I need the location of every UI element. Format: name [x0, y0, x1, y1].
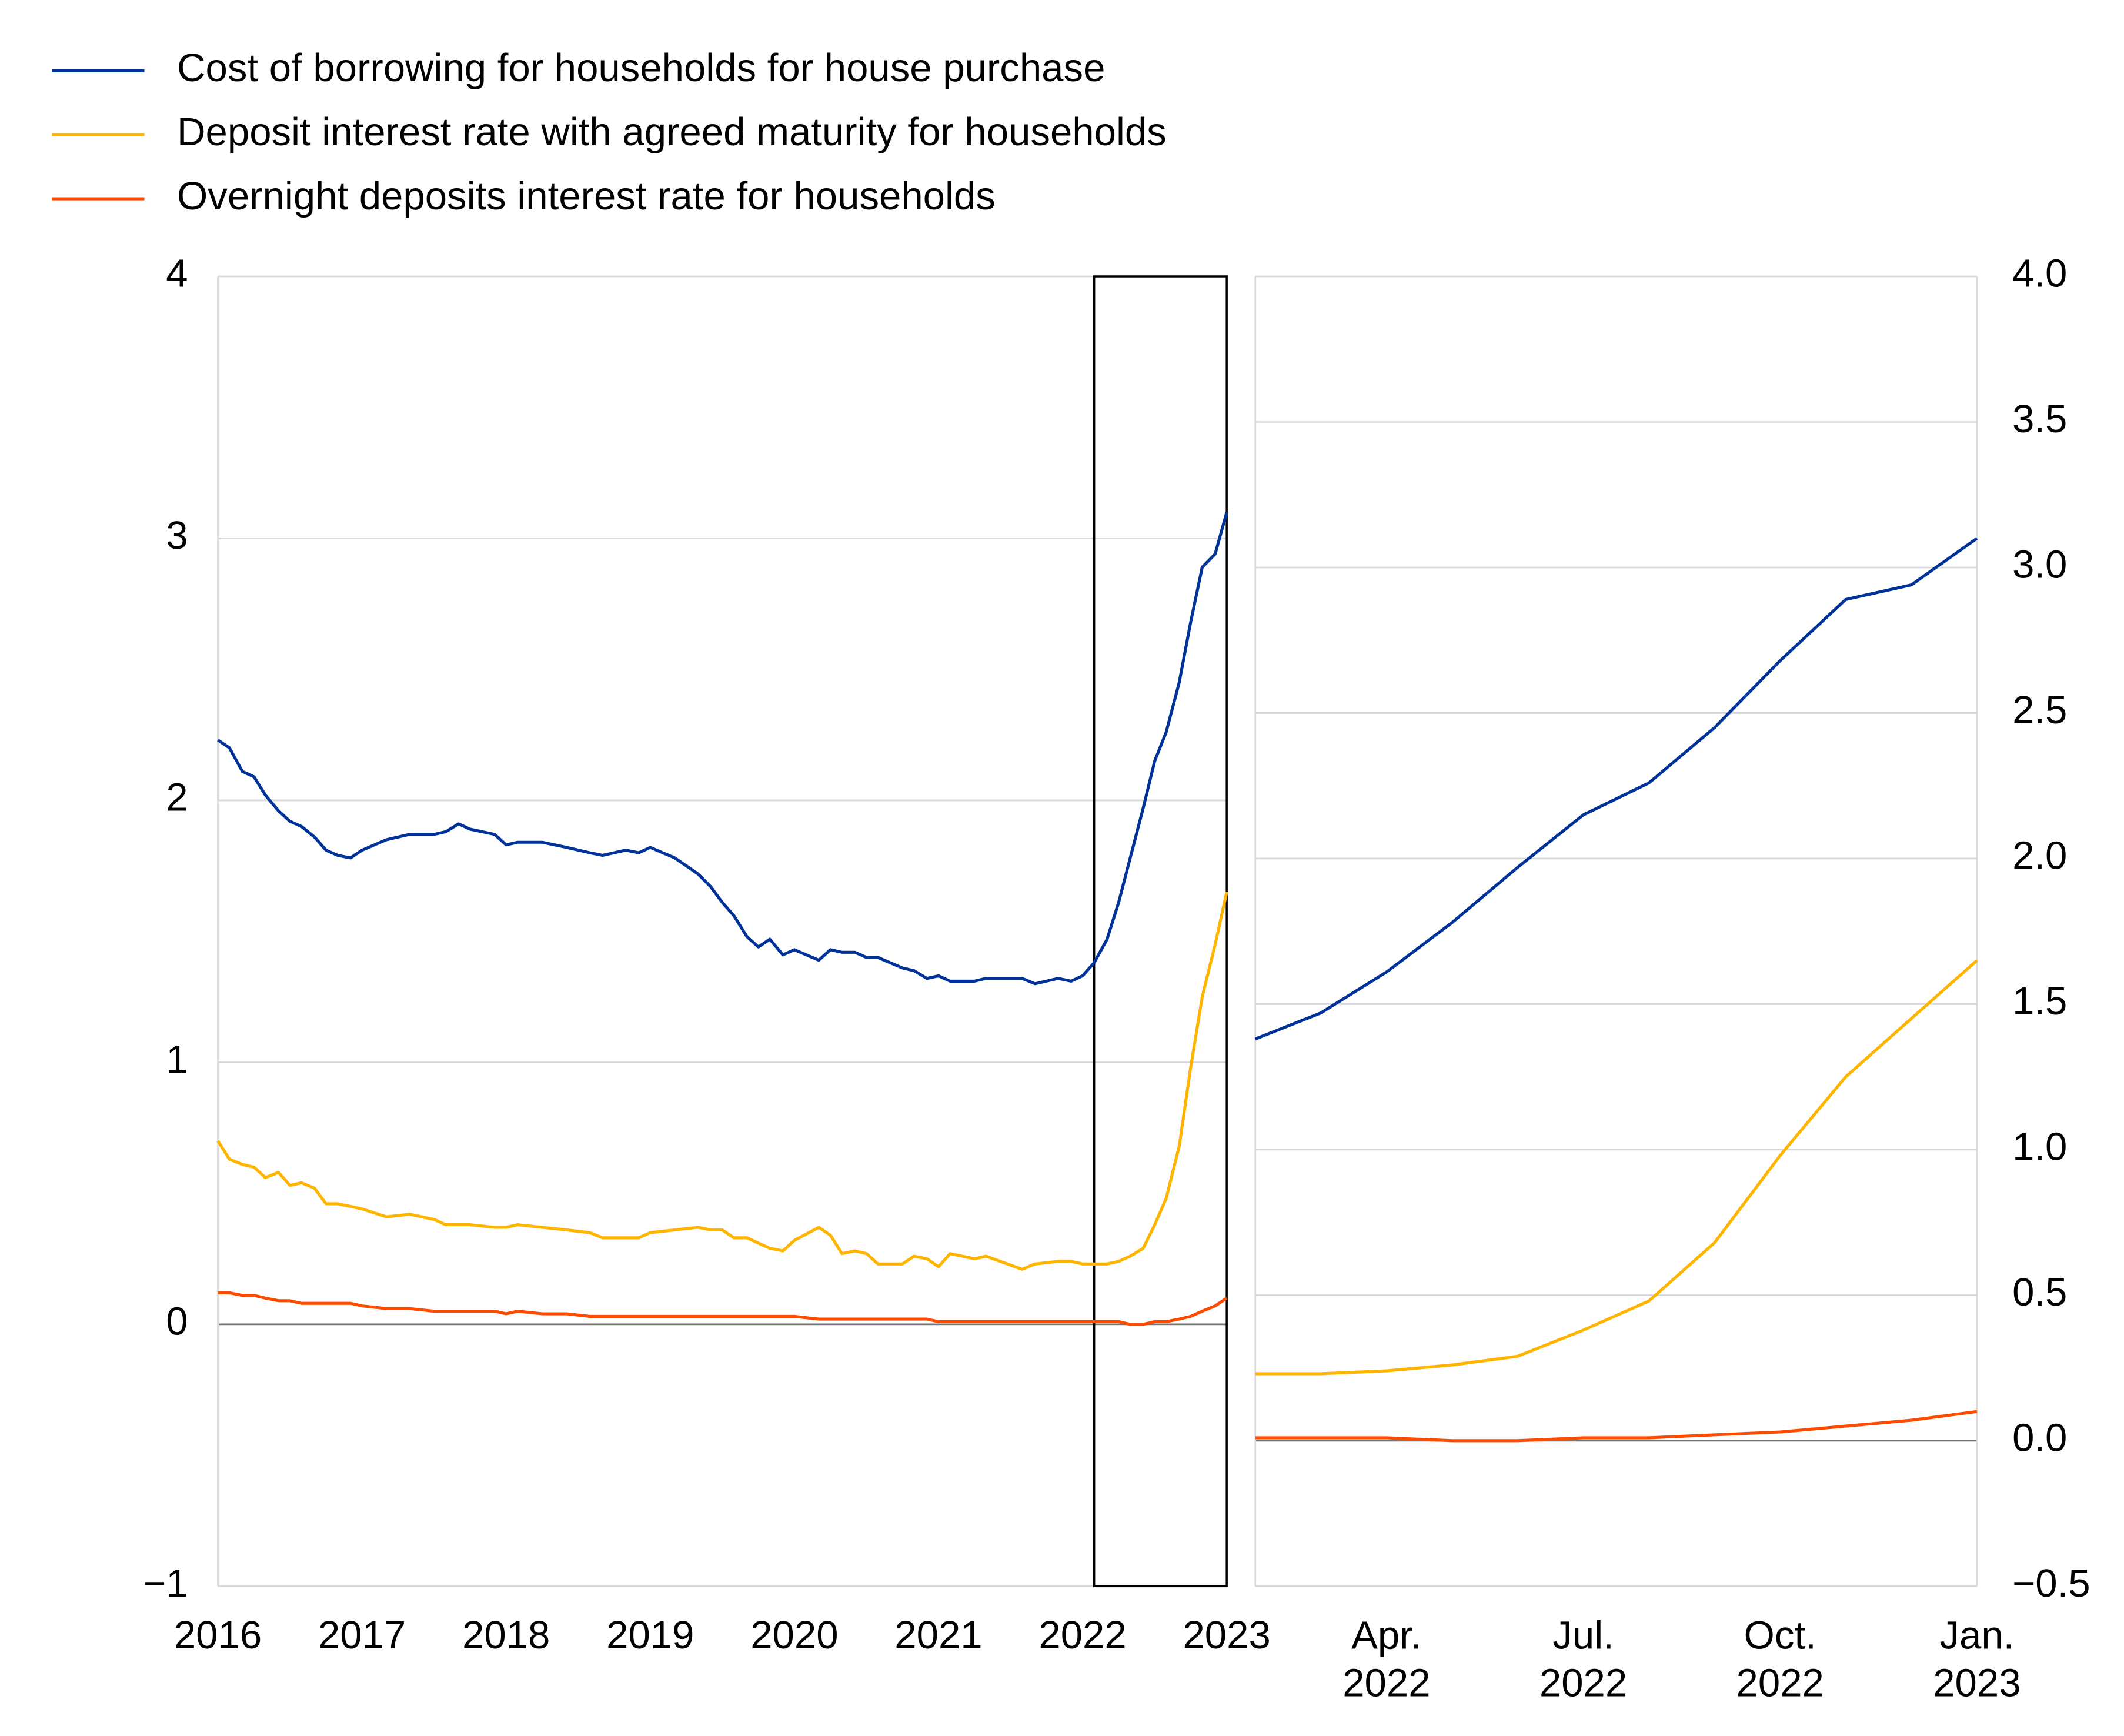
y-tick-label: 1.0 — [2012, 1125, 2067, 1169]
y-tick-label: 0 — [166, 1300, 188, 1344]
y-tick-label: 2.5 — [2012, 688, 2067, 732]
y-tick-label: 4.0 — [2012, 252, 2067, 296]
x-tick-label: 2022 — [1038, 1613, 1126, 1657]
y-tick-label: −0.5 — [2012, 1561, 2090, 1605]
y-tick-label: 3.0 — [2012, 543, 2067, 587]
x-tick-label: 2017 — [318, 1613, 406, 1657]
y-tick-label: 1.5 — [2012, 979, 2067, 1023]
x-tick-label: 2019 — [606, 1613, 694, 1657]
y-tick-label: 2.0 — [2012, 834, 2067, 878]
x-tick-label: Apr. 2022 — [1342, 1613, 1430, 1705]
series-line — [216, 892, 1228, 1271]
x-tick-label: 2023 — [1183, 1613, 1270, 1657]
zoom-box — [1093, 275, 1228, 1588]
y-tick-label: 3 — [166, 513, 188, 557]
y-tick-label: −1 — [143, 1561, 188, 1605]
x-tick-label: 2016 — [174, 1613, 262, 1657]
y-tick-label: 0.5 — [2012, 1270, 2067, 1314]
legend-label: Overnight deposits interest rate for hou… — [177, 174, 996, 218]
x-tick-label: Jan. 2023 — [1933, 1613, 2021, 1705]
x-tick-label: 2020 — [750, 1613, 838, 1657]
y-tick-label: 1 — [166, 1037, 188, 1081]
legend-label: Deposit interest rate with agreed maturi… — [177, 110, 1167, 154]
y-tick-label: 2 — [166, 776, 188, 820]
x-tick-label: Jul. 2022 — [1539, 1613, 1627, 1705]
x-tick-label: Oct. 2022 — [1736, 1613, 1824, 1705]
x-tick-label: 2018 — [462, 1613, 550, 1657]
series-line — [1254, 537, 1978, 1041]
series-line — [218, 1291, 1228, 1326]
x-tick-label: 2021 — [894, 1613, 982, 1657]
series-line — [1255, 959, 1978, 1376]
legend-label: Cost of borrowing for households for hou… — [177, 46, 1105, 90]
y-tick-label: 0.0 — [2012, 1416, 2067, 1460]
series-line — [1255, 1410, 1978, 1443]
series-line — [217, 512, 1228, 986]
y-tick-label: 4 — [166, 252, 188, 296]
y-tick-label: 3.5 — [2012, 397, 2067, 441]
